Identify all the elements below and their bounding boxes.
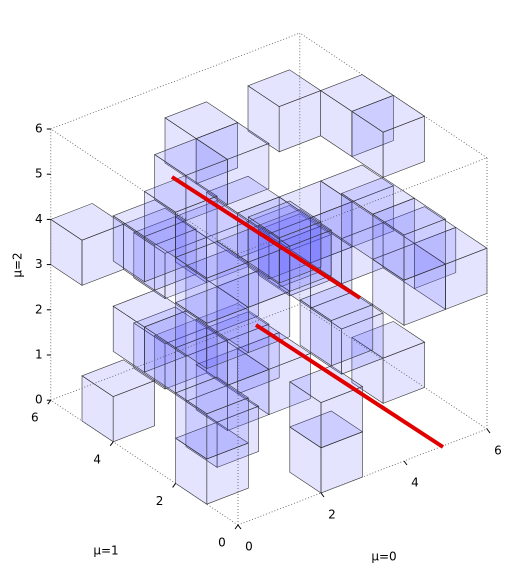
cell-face (372, 213, 405, 281)
x-axis-label: μ=0 (371, 550, 396, 564)
y-tick (109, 441, 114, 447)
cell-face (144, 190, 176, 258)
cell-face (310, 307, 342, 375)
cell-face (299, 299, 332, 367)
z-tick-label: 4 (35, 212, 43, 226)
x-tick-label: 4 (411, 476, 419, 490)
cell-face (144, 326, 176, 394)
z-tick-label: 1 (35, 348, 43, 362)
x-tick (237, 524, 242, 530)
box-edge (50, 32, 300, 130)
cell-face (185, 400, 218, 468)
z-tick-label: 5 (35, 167, 43, 181)
x-tick-label: 2 (328, 508, 336, 522)
y-tick (47, 399, 52, 405)
box-edge (237, 157, 488, 255)
y-tick (234, 524, 239, 530)
cell-face (133, 322, 166, 390)
cells (50, 69, 488, 505)
red-line (170, 175, 362, 300)
cell-face (154, 334, 187, 402)
x-tick (320, 492, 325, 498)
cell-face (351, 110, 384, 178)
x-tick-label: 6 (494, 444, 502, 458)
y-tick-label: 6 (31, 411, 39, 425)
cell-face (289, 381, 322, 449)
cell-face (175, 256, 208, 324)
x-tick-label: 0 (245, 540, 253, 554)
y-tick (172, 483, 177, 488)
cell-face (175, 392, 208, 460)
cell-face (112, 215, 145, 283)
z-tick-label: 2 (35, 302, 43, 316)
y-axis-label: μ=1 (93, 544, 118, 558)
y-tick-label: 4 (93, 452, 101, 466)
box-edge (50, 303, 300, 401)
z-tick-label: 0 (35, 393, 43, 407)
red-line (254, 323, 445, 449)
cell-face (247, 85, 280, 153)
y-tick-label: 0 (218, 536, 226, 550)
z-tick-label: 3 (35, 257, 43, 271)
z-axis-label: μ=2 (11, 252, 25, 277)
z-tick-label: 6 (35, 122, 43, 136)
y-tick-label: 2 (156, 494, 164, 508)
box-edge (237, 428, 488, 526)
frame: 0 2 4 6 0 2 4 6 0 1 2 3 4 5 6 (31, 32, 502, 554)
x-tick (403, 460, 408, 466)
cell-face (133, 232, 166, 300)
x-tick (486, 428, 491, 434)
